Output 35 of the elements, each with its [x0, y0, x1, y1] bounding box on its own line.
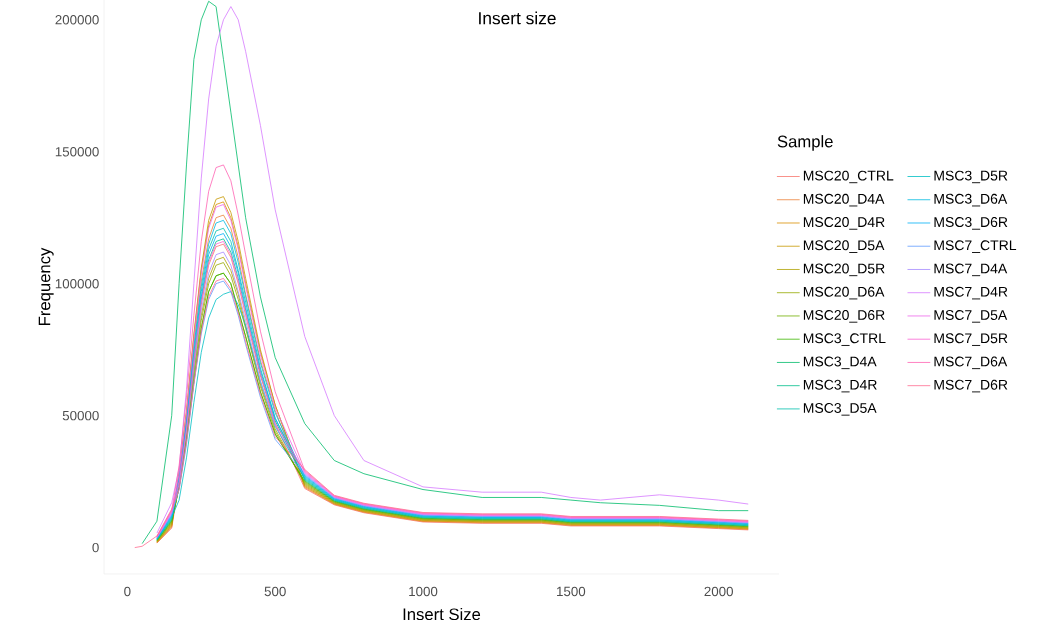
legend-label: MSC7_D5R [934, 333, 1008, 346]
y-tick-label: 50000 [62, 410, 99, 421]
legend-label: MSC3_D5R [934, 170, 1008, 184]
y-tick-label: 150000 [55, 147, 99, 157]
legend-label: MSC3_D6R [934, 217, 1008, 230]
legend-label: MSC20_D5A [803, 240, 885, 253]
legend-label: MSC3_D4R [803, 379, 877, 393]
y-tick-label: 0 [92, 542, 99, 553]
text: Insert size [479, 11, 556, 25]
legend-label: MSC20_CTRL [803, 170, 894, 184]
legend-label: MSC3_D5A [803, 403, 877, 416]
legend-label: MSC3_CTRL [803, 333, 886, 346]
legend-label: MSC20_D6R [803, 310, 885, 323]
legend-label: MSC20_D5R [803, 263, 885, 277]
legend-title: Sample [777, 135, 833, 151]
legend-label: MSC7_D4A [934, 263, 1008, 277]
legend-label: MSC20_D4R [803, 217, 885, 230]
legend-label: MSC7_CTRL [934, 240, 1017, 253]
y-tick-label: 200000 [55, 15, 99, 25]
legend-label: MSC20_D4A [803, 193, 885, 207]
legend-label: MSC7_D6A [934, 356, 1008, 370]
x-tick-label: 1000 [409, 586, 438, 597]
legend-label: MSC7_D4R [934, 286, 1008, 300]
x-tick-label: 1500 [557, 586, 586, 597]
x-tick-label: 2000 [704, 586, 733, 597]
y-tick-label: 100000 [55, 278, 99, 289]
x-tick-label: 500 [264, 586, 286, 597]
y-axis-title: Frequency [38, 247, 54, 325]
legend-label: MSC3_D6A [934, 193, 1008, 207]
legend-label: MSC20_D6A [803, 286, 885, 300]
legend-label: MSC3_D4A [803, 356, 877, 370]
legend-label: MSC7_D5A [934, 310, 1008, 323]
x-tick-label: 0 [124, 586, 131, 597]
legend-label: MSC7_D6R [934, 379, 1008, 393]
x-axis-title: Insert Size [403, 607, 481, 620]
